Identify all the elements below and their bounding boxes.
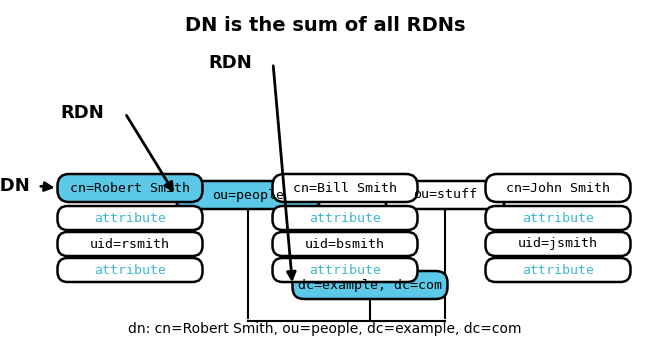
Text: attribute: attribute — [522, 264, 594, 276]
Text: attribute: attribute — [309, 211, 381, 225]
Text: ou=stuff: ou=stuff — [413, 189, 477, 201]
FancyBboxPatch shape — [57, 174, 203, 202]
FancyBboxPatch shape — [57, 232, 203, 256]
FancyBboxPatch shape — [272, 232, 417, 256]
Text: DN is the sum of all RDNs: DN is the sum of all RDNs — [185, 16, 465, 35]
Text: attribute: attribute — [94, 264, 166, 276]
Text: uid=rsmith: uid=rsmith — [90, 237, 170, 251]
FancyBboxPatch shape — [57, 258, 203, 282]
Text: uid=jsmith: uid=jsmith — [518, 237, 598, 251]
Text: cn=Robert Smith: cn=Robert Smith — [70, 182, 190, 194]
Text: ou=people: ou=people — [212, 189, 284, 201]
FancyBboxPatch shape — [486, 232, 630, 256]
Text: attribute: attribute — [522, 211, 594, 225]
Text: cn=Bill Smith: cn=Bill Smith — [293, 182, 397, 194]
Text: RDN: RDN — [0, 177, 30, 195]
FancyBboxPatch shape — [486, 174, 630, 202]
FancyBboxPatch shape — [176, 181, 320, 209]
Text: dn: cn=Robert Smith, ou=people, dc=example, dc=com: dn: cn=Robert Smith, ou=people, dc=examp… — [128, 322, 522, 336]
Text: dc=example, dc=com: dc=example, dc=com — [298, 279, 442, 291]
Text: uid=bsmith: uid=bsmith — [305, 237, 385, 251]
FancyBboxPatch shape — [292, 271, 447, 299]
Text: RDN: RDN — [60, 104, 104, 122]
Text: cn=John Smith: cn=John Smith — [506, 182, 610, 194]
Text: attribute: attribute — [309, 264, 381, 276]
FancyBboxPatch shape — [486, 258, 630, 282]
FancyBboxPatch shape — [272, 174, 417, 202]
FancyBboxPatch shape — [486, 206, 630, 230]
Text: attribute: attribute — [94, 211, 166, 225]
FancyBboxPatch shape — [385, 181, 505, 209]
FancyBboxPatch shape — [57, 206, 203, 230]
FancyBboxPatch shape — [272, 206, 417, 230]
FancyBboxPatch shape — [272, 258, 417, 282]
Text: RDN: RDN — [208, 54, 252, 72]
